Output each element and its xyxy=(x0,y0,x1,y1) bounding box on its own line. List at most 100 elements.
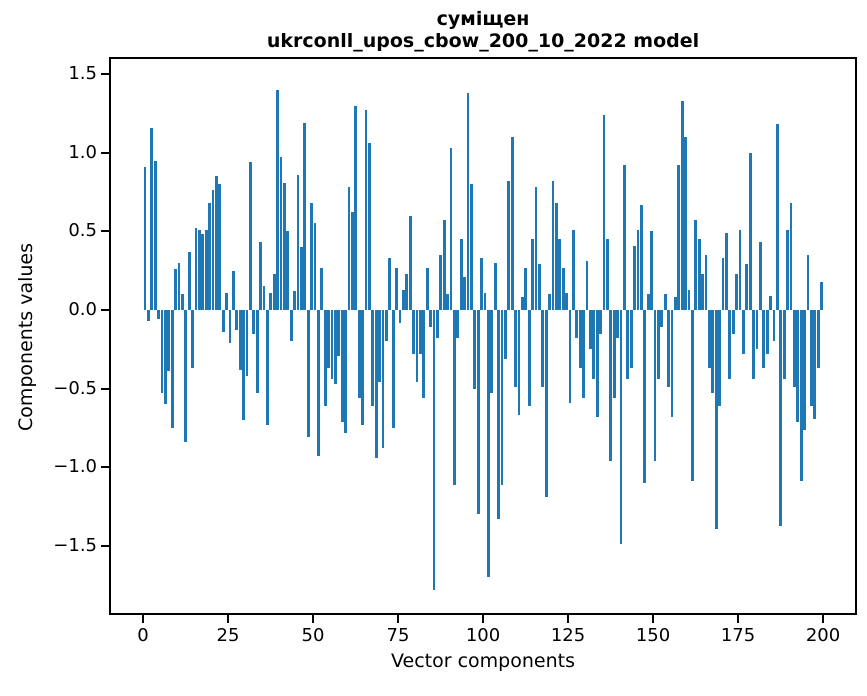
bar xyxy=(663,294,667,310)
bar xyxy=(711,310,715,394)
bar xyxy=(565,292,568,310)
bar xyxy=(408,215,412,310)
bar xyxy=(514,310,517,388)
bar xyxy=(153,160,157,310)
chart-title-line2: ukrconll_upos_cbow_200_10_2022 model xyxy=(266,30,700,52)
bar xyxy=(238,310,242,370)
bar xyxy=(456,310,460,339)
bar xyxy=(599,310,602,334)
bar xyxy=(694,220,698,310)
bar xyxy=(691,310,694,482)
bar xyxy=(728,310,732,380)
bar xyxy=(242,310,245,421)
bar xyxy=(612,310,616,399)
bar xyxy=(646,294,650,310)
bar xyxy=(755,310,759,350)
bar xyxy=(507,181,511,310)
bar xyxy=(504,310,507,359)
bar xyxy=(735,273,738,310)
y-tick-mark xyxy=(101,230,109,233)
bar xyxy=(272,273,276,310)
bar xyxy=(313,223,317,310)
bar xyxy=(296,174,300,310)
bar xyxy=(544,310,548,498)
bar xyxy=(779,310,783,526)
bar xyxy=(813,310,817,419)
bar xyxy=(619,310,623,545)
bar xyxy=(714,310,718,529)
bar xyxy=(442,220,446,310)
bar xyxy=(592,310,596,380)
bar xyxy=(667,310,670,388)
bar xyxy=(160,310,164,394)
x-tick-mark xyxy=(312,615,314,623)
bar xyxy=(517,310,521,416)
bar xyxy=(337,310,341,356)
y-tick-label: 1.0 xyxy=(68,141,97,163)
bar xyxy=(687,289,691,310)
y-tick-label: −1.5 xyxy=(53,534,97,556)
bar xyxy=(398,310,402,323)
bar xyxy=(429,310,432,328)
bar xyxy=(425,267,429,310)
bar xyxy=(466,92,470,310)
bar xyxy=(677,165,681,310)
bar xyxy=(368,143,371,310)
bar xyxy=(164,310,167,405)
bar xyxy=(347,187,351,310)
bar xyxy=(228,310,232,344)
y-tick-mark xyxy=(101,309,109,311)
bar xyxy=(201,234,205,310)
bar xyxy=(340,310,344,422)
bar xyxy=(708,310,711,369)
bar xyxy=(415,310,419,383)
bar xyxy=(650,231,653,310)
bar xyxy=(558,239,562,310)
bar xyxy=(789,203,793,310)
bar xyxy=(249,162,252,310)
bar xyxy=(534,187,538,310)
x-tick-mark xyxy=(482,615,484,623)
bar xyxy=(725,232,728,310)
bar xyxy=(293,291,296,310)
bar xyxy=(568,310,572,403)
bar xyxy=(490,310,494,394)
bar xyxy=(820,281,823,310)
bar xyxy=(500,310,504,485)
x-tick-label: 200 xyxy=(805,625,841,646)
bar xyxy=(439,254,443,310)
bar xyxy=(279,157,283,310)
bar xyxy=(208,203,211,310)
bar xyxy=(483,292,487,310)
y-tick-mark xyxy=(101,387,109,390)
bar xyxy=(772,310,776,342)
bar xyxy=(578,310,582,369)
bar xyxy=(286,231,290,310)
bar xyxy=(806,254,810,310)
bar xyxy=(306,310,310,438)
bar xyxy=(476,310,480,515)
bar xyxy=(473,310,477,389)
bar xyxy=(354,105,358,310)
bar xyxy=(351,212,354,310)
bar xyxy=(799,310,803,482)
x-tick-label: 75 xyxy=(386,625,410,646)
bar xyxy=(303,122,307,310)
bar xyxy=(629,310,633,369)
bar xyxy=(786,229,789,310)
bar xyxy=(381,310,385,449)
bar xyxy=(803,310,806,430)
bar xyxy=(419,310,422,355)
y-tick-label: −1.0 xyxy=(53,456,97,478)
bar xyxy=(810,310,813,406)
chart-title: суміщен ukrconll_upos_cbow_200_10_2022 m… xyxy=(109,8,857,52)
bar xyxy=(412,310,415,355)
bar xyxy=(555,203,558,310)
x-tick-mark xyxy=(822,615,824,623)
bar xyxy=(527,310,531,406)
bar xyxy=(776,124,779,310)
bar xyxy=(769,295,772,310)
bar xyxy=(361,310,364,425)
bar xyxy=(453,310,456,485)
